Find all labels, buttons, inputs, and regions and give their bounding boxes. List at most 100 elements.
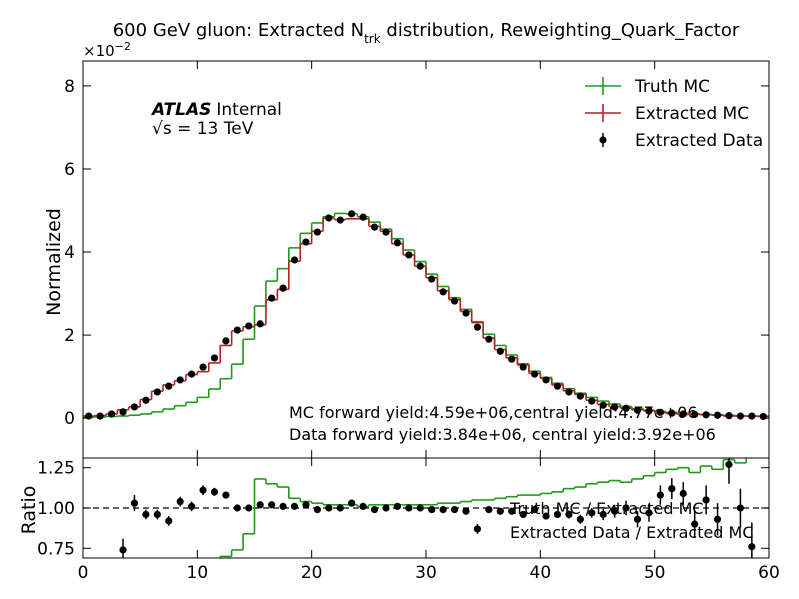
data-point bbox=[713, 411, 722, 419]
data-point bbox=[199, 486, 207, 494]
title-text: 600 GeV gluon: Extracted N bbox=[113, 20, 364, 41]
data-point bbox=[405, 251, 413, 259]
data-point bbox=[130, 499, 139, 507]
data-point bbox=[188, 370, 196, 378]
data-point bbox=[336, 216, 344, 224]
data-point bbox=[325, 504, 333, 512]
x-tick-label: 40 bbox=[530, 563, 552, 583]
data-point bbox=[542, 512, 550, 520]
axes-frame bbox=[82, 457, 770, 559]
data-point bbox=[679, 410, 687, 418]
y-tick-label: 0 bbox=[64, 409, 75, 429]
data-point bbox=[359, 213, 367, 221]
data-point bbox=[713, 515, 722, 523]
legend-label: Extracted Data / Extracted MC bbox=[510, 523, 754, 542]
data-point bbox=[176, 497, 184, 506]
y-axis-label: Ratio bbox=[18, 486, 40, 535]
data-point bbox=[382, 228, 390, 236]
data-point bbox=[256, 320, 264, 328]
data-point bbox=[622, 504, 630, 512]
data-point bbox=[508, 507, 516, 515]
data-point bbox=[702, 411, 710, 419]
data-point bbox=[588, 397, 596, 405]
data-point bbox=[142, 396, 150, 404]
annotation: Data forward yield:3.84e+06, central yie… bbox=[289, 425, 716, 444]
data-point bbox=[439, 506, 447, 514]
data-point bbox=[611, 507, 619, 515]
energy-label: √s = 13 TeV bbox=[152, 119, 254, 139]
data-point bbox=[565, 510, 573, 519]
data-point bbox=[130, 403, 139, 411]
data-point bbox=[210, 488, 219, 496]
data-point bbox=[439, 288, 447, 296]
data-point bbox=[748, 543, 756, 551]
annotation: MC forward yield:4.59e+06,central yield:… bbox=[289, 403, 698, 422]
legend-label: Extracted MC bbox=[635, 104, 749, 124]
data-point bbox=[702, 496, 710, 504]
data-point bbox=[176, 376, 184, 384]
offset-exponent: −2 bbox=[115, 40, 131, 53]
data-point bbox=[656, 408, 664, 416]
data-point bbox=[531, 370, 539, 378]
y-tick-label: 6 bbox=[64, 160, 75, 180]
data-point bbox=[290, 502, 299, 510]
chart-title: 600 GeV gluon: Extracted Ntrk distributi… bbox=[113, 20, 740, 46]
data-point bbox=[428, 275, 436, 283]
y-tick-label: 1.00 bbox=[37, 499, 75, 519]
data-point bbox=[233, 504, 241, 512]
atlas: ATLAS bbox=[150, 100, 211, 120]
x-tick-label: 60 bbox=[758, 563, 780, 583]
data-point bbox=[759, 412, 767, 421]
data-point bbox=[462, 507, 470, 515]
data-point bbox=[290, 256, 299, 264]
data-point bbox=[622, 404, 630, 412]
data-point bbox=[450, 506, 459, 514]
data-point bbox=[165, 382, 173, 390]
data-point bbox=[691, 410, 699, 418]
data-point bbox=[473, 525, 482, 533]
data-point bbox=[748, 412, 756, 420]
y-tick-label: 2 bbox=[64, 326, 75, 346]
data-point bbox=[599, 510, 607, 519]
data-point bbox=[496, 347, 504, 355]
data-point bbox=[245, 322, 253, 330]
data-point bbox=[119, 546, 127, 554]
status: Internal bbox=[216, 100, 282, 120]
data-point bbox=[450, 297, 459, 305]
data-point bbox=[370, 506, 379, 514]
data-point bbox=[153, 510, 161, 519]
title-text: distribution, Reweighting_Quark_Factor bbox=[381, 20, 740, 41]
data-point bbox=[348, 210, 356, 218]
data-point bbox=[119, 408, 127, 416]
legend-label: Extracted Data bbox=[635, 131, 763, 151]
offset-base: ×10 bbox=[83, 42, 115, 60]
data-point bbox=[188, 502, 196, 510]
y-tick-label: 4 bbox=[64, 243, 75, 263]
data-point bbox=[268, 294, 276, 302]
data-point bbox=[382, 504, 390, 512]
data-point bbox=[508, 355, 516, 363]
legend-marker bbox=[599, 136, 607, 144]
data-point bbox=[313, 506, 321, 514]
data-point bbox=[199, 363, 207, 371]
plot-area bbox=[83, 458, 769, 558]
data-point bbox=[519, 363, 527, 371]
data-point bbox=[302, 238, 310, 246]
data-point bbox=[633, 406, 642, 414]
data-point bbox=[519, 510, 527, 519]
data-point bbox=[565, 388, 573, 396]
data-point bbox=[302, 501, 310, 509]
data-point bbox=[668, 409, 676, 417]
data-point bbox=[428, 506, 436, 514]
y-tick-label: 0.75 bbox=[37, 539, 75, 559]
data-point bbox=[405, 504, 413, 512]
legend-label: Truth MC bbox=[634, 77, 710, 97]
data-point bbox=[553, 382, 562, 390]
data-point bbox=[359, 502, 367, 510]
data-point bbox=[485, 506, 493, 514]
data-point bbox=[736, 504, 745, 512]
data-point bbox=[416, 504, 424, 512]
data-point bbox=[725, 412, 733, 420]
